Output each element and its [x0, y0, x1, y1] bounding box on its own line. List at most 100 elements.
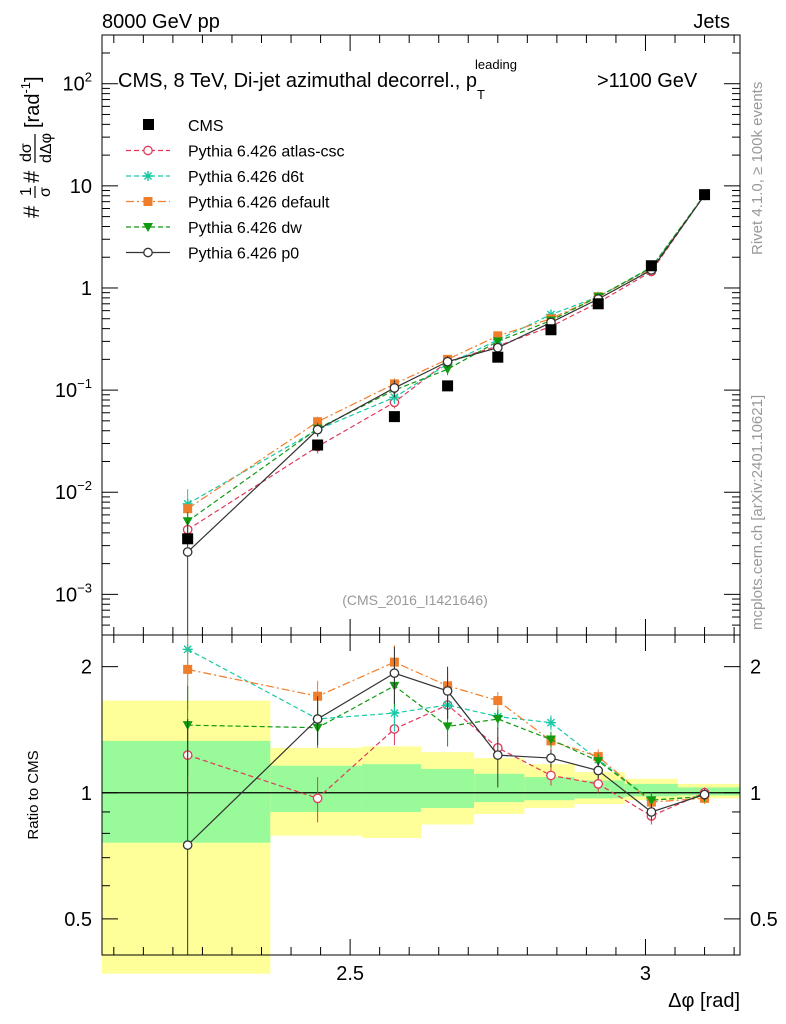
ratio-d6t-point-5 [545, 717, 556, 728]
ratio-plot-bands [102, 700, 740, 974]
plot-title-sub: T [477, 87, 485, 102]
legend-atlas-marker [143, 145, 153, 156]
cms-point-8 [699, 189, 711, 201]
xtick-label-0: 2.5 [336, 963, 364, 985]
ylabel-frac2-den: dΔφ [38, 133, 55, 163]
band-inner-5 [524, 777, 575, 801]
legend-default-marker [143, 197, 153, 206]
band-inner-1 [270, 765, 362, 812]
ratio-ytick-label-left-0: 0.5 [64, 909, 92, 931]
main-ytick-exp: −2 [77, 478, 92, 493]
ylabel-hash2: # [19, 170, 44, 183]
plot-title-main: CMS, 8 TeV, Di-jet azimuthal decorrel., … [118, 70, 477, 92]
xlabel: Δφ [rad] [668, 990, 740, 1012]
xtick-label-1: 3 [640, 963, 651, 985]
ratio-dw-point-4 [492, 714, 503, 724]
analysis-annotation: (CMS_2016_I1421646) [342, 592, 488, 608]
rivet-label: Rivet 4.1.0, ≥ 100k events [749, 82, 766, 255]
ratio-dw-line [187, 685, 705, 801]
ratio-ytick-label-right-0: 0.5 [750, 909, 778, 931]
main-ytick-label-3: 1 [81, 278, 92, 300]
main-ytick-base: 10 [55, 380, 77, 402]
legend-default-label: Pythia 6.426 default [188, 195, 330, 212]
cms-point-3 [442, 380, 454, 392]
main-default-point-1 [313, 417, 323, 427]
main-ytick-label-5: 102 [63, 70, 92, 96]
band-inner-2 [361, 764, 421, 812]
main-ytick-exp: −3 [77, 580, 92, 595]
ratio-p0-point-8 [699, 789, 710, 800]
ratio-dw-point-5 [545, 735, 556, 745]
ratio-dw-point-7 [646, 796, 657, 806]
ratio-plot-ticks: 0.5 0.5 1 1 2 2 2.5 3 [64, 635, 778, 985]
main-ytick-label-0: 10−3 [55, 580, 92, 606]
legend-cms-label: CMS [188, 118, 224, 135]
main-p0-point-3 [442, 356, 453, 367]
plot-title-sup: leading [475, 57, 517, 72]
legend-p0-label: Pythia 6.426 p0 [188, 246, 299, 263]
legend: CMS Pythia 6.426 atlas-csc Pythia 6.426 d6… [126, 118, 345, 263]
ylabel-unit-main: [rad [22, 94, 44, 128]
main-ytick-label-2: 10−1 [55, 376, 92, 402]
main-plot-data [182, 189, 711, 635]
header-left: 8000 GeV pp [102, 11, 220, 33]
main-p0-point-1 [312, 424, 323, 435]
main-dw-point-4 [492, 337, 503, 347]
ylabel-unit: [rad-1] [18, 76, 44, 128]
legend-cms-marker [143, 119, 154, 130]
cms-point-0 [182, 533, 194, 545]
main-d6t-point-2 [389, 392, 400, 403]
ylabel-unit-sup: -1 [18, 82, 33, 94]
mcplots-label: mcplots.cern.ch [arXiv:2401.10621] [749, 395, 766, 630]
cms-point-1 [312, 439, 324, 451]
ratio-default-point-0 [183, 664, 193, 674]
ratio-p0-point-3 [442, 686, 453, 696]
ratio-p0-point-0 [182, 840, 193, 850]
legend-p0-marker [143, 247, 153, 258]
ratio-p0-point-2 [389, 668, 400, 678]
header-right: Jets [693, 11, 730, 33]
main-d6t-line [187, 194, 706, 505]
plot-title: CMS, 8 TeV, Di-jet azimuthal decorrel., … [118, 57, 698, 102]
band-inner-6 [574, 780, 625, 799]
main-ytick-base: 10 [63, 74, 85, 96]
band-inner-4 [474, 773, 525, 803]
ratio-default-point-4 [493, 696, 503, 706]
main-p0-point-4 [492, 342, 503, 353]
main-ytick-label-1: 10−2 [55, 478, 92, 504]
ratio-ytick-label-right-1: 1 [750, 783, 761, 805]
ratio-p0-point-6 [593, 765, 604, 776]
ratio-ytick-label-right-2: 2 [750, 657, 761, 679]
main-ytick-base: 10 [55, 482, 77, 504]
ratio-plot-data [182, 635, 710, 955]
main-p0-point-0 [182, 547, 193, 557]
ratio-p0-point-5 [546, 753, 556, 763]
ylabel-unit-end: ] [22, 76, 44, 82]
main-dw-point-3 [442, 365, 453, 375]
main-ytick-base: 10 [55, 584, 77, 606]
cms-point-7 [645, 260, 657, 272]
ratio-ytick-label-left-1: 1 [81, 783, 92, 805]
legend-dw-marker [143, 223, 153, 232]
legend-d6t-label: Pythia 6.426 d6t [188, 169, 304, 186]
ratio-d6t-point-2 [389, 708, 400, 719]
main-ytick-label-4: 10 [70, 176, 92, 198]
legend-d6t-marker [143, 171, 153, 181]
ylabel-hash1: # [19, 205, 44, 218]
main-ylabel: # 1 σ # dσ dΔφ [rad-1] [18, 76, 55, 218]
cms-point-5 [545, 324, 557, 336]
legend-dw-label: Pythia 6.426 dw [188, 220, 302, 237]
ratio-atlas-point-6 [593, 779, 604, 789]
legend-atlas-label: Pythia 6.426 atlas-csc [188, 144, 345, 161]
cms-point-2 [388, 411, 400, 423]
ratio-ytick-label-left-2: 2 [81, 657, 92, 679]
ratio-atlas-point-5 [546, 770, 556, 781]
plot-title-end: >1100 GeV [597, 70, 698, 92]
main-ytick-exp: 2 [85, 70, 92, 85]
ratio-p0-point-4 [492, 750, 503, 760]
ratio-dw-point-3 [442, 722, 453, 732]
cms-point-4 [492, 351, 504, 363]
ratio-plot-frame [101, 634, 741, 956]
